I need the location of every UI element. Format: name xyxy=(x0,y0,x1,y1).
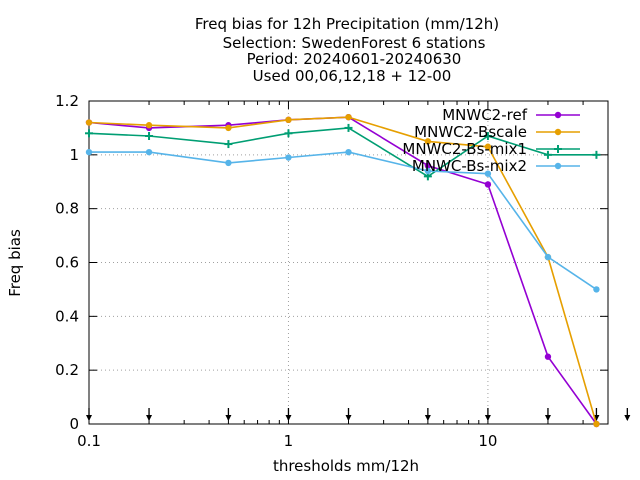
title-line-3: Period: 20240601-20240630 xyxy=(247,50,462,68)
series-point xyxy=(145,148,153,156)
series-point xyxy=(225,124,232,132)
series-point xyxy=(483,131,492,140)
series-point xyxy=(224,140,233,149)
observation-arrow-marker xyxy=(146,408,153,421)
series-4 xyxy=(85,148,600,293)
observation-arrow-head xyxy=(86,415,92,421)
legend-label: MNWC2-Bs-mix1 xyxy=(402,140,527,158)
series-point xyxy=(543,150,552,159)
x-tick-label: 10 xyxy=(478,432,497,450)
observation-arrow-marker xyxy=(624,408,631,421)
y-tick-label: 0.8 xyxy=(55,200,79,218)
observation-arrow-head xyxy=(285,415,292,421)
legend-entry: MNWC2-ref xyxy=(442,106,580,124)
observation-arrow-head xyxy=(544,415,551,421)
series-point xyxy=(85,119,93,126)
x-tick-label: 0.1 xyxy=(77,432,101,450)
observation-arrow-marker xyxy=(484,408,491,421)
series-point xyxy=(145,131,154,140)
series-point xyxy=(285,154,292,161)
y-axis-label: Freq bias xyxy=(6,229,24,297)
series-point xyxy=(593,286,600,293)
observation-arrow-marker xyxy=(86,408,92,421)
y-tick-label: 0.2 xyxy=(55,361,79,379)
x-axis-label: thresholds mm/12h xyxy=(273,457,419,475)
observation-arrow-head xyxy=(484,415,491,421)
observation-arrow-head xyxy=(624,415,631,421)
series-point xyxy=(85,129,93,138)
title-line-1: Freq bias for 12h Precipitation (mm/12h) xyxy=(195,15,499,33)
series-point xyxy=(484,181,492,188)
legend-label: MNWC2-ref xyxy=(442,106,527,124)
legend-swatch-marker xyxy=(554,111,562,119)
observation-arrow-marker xyxy=(345,408,352,421)
series-point xyxy=(145,122,153,129)
y-tick-label: 0 xyxy=(69,415,79,433)
series-point xyxy=(424,167,432,175)
x-tick-label: 1 xyxy=(284,432,294,450)
title-line-4: Used 00,06,12,18 + 12-00 xyxy=(253,67,452,85)
series-point xyxy=(484,143,492,150)
legend-swatch-marker xyxy=(554,145,562,153)
y-tick-label: 0.6 xyxy=(55,254,79,272)
series-group xyxy=(85,113,601,428)
legend-entry: MNWC-Bs-mix2 xyxy=(412,157,580,175)
series-point xyxy=(345,148,352,156)
series-point xyxy=(285,116,292,124)
legend-swatch-marker xyxy=(554,162,562,170)
legend-entry: MNWC2-Bscale xyxy=(414,123,580,141)
observation-arrow-head xyxy=(424,415,431,421)
series-point xyxy=(544,353,552,360)
y-tick-label: 0.4 xyxy=(55,307,79,325)
series-point xyxy=(284,129,293,138)
series-point xyxy=(484,170,492,177)
series-point xyxy=(592,150,601,159)
observation-arrow-marker xyxy=(544,408,551,421)
observation-arrow-head xyxy=(225,415,232,421)
y-tick-label: 1.2 xyxy=(55,92,79,110)
observation-arrow-marker xyxy=(285,408,292,421)
observation-arrow-marker xyxy=(424,408,431,421)
series-point xyxy=(424,138,432,145)
legend-swatch-marker xyxy=(554,128,562,136)
series-point xyxy=(85,148,93,156)
legend-label: MNWC2-Bscale xyxy=(414,123,527,141)
series-point xyxy=(544,253,552,261)
series-point xyxy=(345,113,352,121)
series-point xyxy=(424,162,432,169)
observation-arrow-head xyxy=(146,415,153,421)
series-point xyxy=(225,159,232,167)
title-line-2: Selection: SwedenForest 6 stations xyxy=(223,34,486,52)
legend: MNWC2-refMNWC2-BscaleMNWC2-Bs-mix1MNWC-B… xyxy=(402,106,580,175)
series-3 xyxy=(85,123,601,181)
observation-arrow-head xyxy=(345,415,352,421)
series-2 xyxy=(85,113,600,428)
series-point xyxy=(344,123,353,132)
series-point xyxy=(593,420,600,428)
observation-markers xyxy=(86,408,631,421)
chart-title: Freq bias for 12h Precipitation (mm/12h)… xyxy=(195,15,499,85)
legend-entry: MNWC2-Bs-mix1 xyxy=(402,140,580,158)
y-tick-label: 1 xyxy=(69,146,79,164)
legend-label: MNWC-Bs-mix2 xyxy=(412,157,527,175)
observation-arrow-marker xyxy=(225,408,232,421)
axis-ticks: 0 0.2 0.4 0.6 0.8 1 1.2 0.1 1 10 xyxy=(55,92,608,450)
